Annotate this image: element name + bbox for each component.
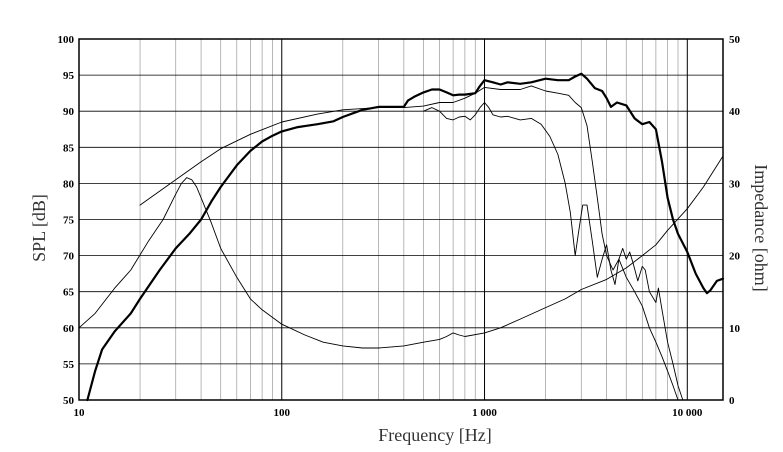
y-tick-label: 65 [63, 287, 75, 299]
x-axis-title: Frequency [Hz] [378, 425, 491, 445]
y-axis-title: SPL [dB] [29, 194, 49, 262]
y2-axis-title: Impedance [ohm] [751, 164, 771, 291]
series-line-3 [423, 102, 684, 401]
x-tick-label: 100 [274, 407, 291, 419]
y2-tick-label: 50 [729, 34, 741, 46]
plot-frame [78, 38, 724, 401]
y2-tick-label: 30 [729, 178, 741, 190]
y2-tick-label: 0 [729, 395, 735, 407]
series-line-2 [139, 85, 679, 401]
y-tick-label: 100 [58, 34, 75, 46]
y-tick-label: 75 [63, 215, 75, 227]
series-line-1 [86, 72, 725, 402]
x-tick-label: 10 000 [672, 407, 703, 419]
x-tick-label: 10 [74, 407, 86, 419]
y-tick-label: 90 [63, 106, 75, 118]
series-line-4 [78, 155, 724, 349]
y-tick-label: 80 [63, 178, 75, 190]
y-tick-label: 50 [63, 395, 75, 407]
y-tick-label: 55 [63, 359, 75, 371]
y2-tick-label: 20 [729, 251, 741, 263]
y2-tick-label: 40 [729, 106, 741, 118]
series-lines [78, 72, 725, 402]
y-tick-label: 95 [63, 70, 75, 82]
y2-tick-label: 10 [729, 323, 741, 335]
x-tick-label: 1 000 [472, 407, 497, 419]
y-tick-label: 60 [63, 323, 75, 335]
y-tick-label: 70 [63, 251, 75, 263]
y-tick-label: 85 [63, 142, 75, 154]
